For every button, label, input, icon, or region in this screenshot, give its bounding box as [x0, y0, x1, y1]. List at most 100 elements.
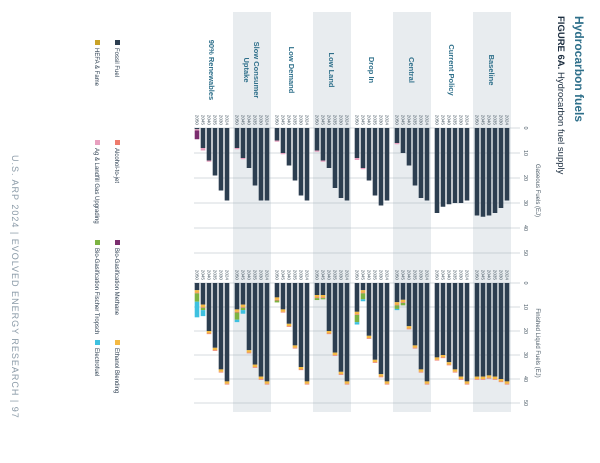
bar-segment-alcohol	[366, 338, 372, 339]
bar-segment-electrofuel	[200, 310, 206, 317]
legend-swatch-ethanol	[115, 340, 120, 345]
bar-segment-fossil	[274, 283, 280, 298]
year-label: 2040	[486, 270, 491, 281]
bar-segment-electrofuel	[234, 319, 240, 323]
year-label: 2045	[280, 270, 285, 281]
bar-segment-bio_ft	[354, 314, 360, 323]
bar-segment-fossil	[452, 283, 458, 370]
year-label: 2024	[464, 115, 469, 126]
bar-segment-fossil	[264, 283, 270, 382]
year-label: 2035	[452, 270, 457, 281]
bar-segment-ag_landfill	[200, 148, 206, 151]
bar-segment-ethanol	[446, 362, 452, 365]
bar-segment-alcohol	[338, 374, 344, 375]
bar-segment-fossil	[354, 128, 360, 158]
legend-swatch-ag_landfill	[95, 140, 100, 145]
bar-segment-fossil	[498, 128, 504, 208]
bar-segment-ag_landfill	[360, 168, 366, 170]
year-label: 2024	[424, 270, 429, 281]
bar-segment-bio_ft	[394, 305, 400, 309]
bar-segment-fossil	[354, 283, 360, 312]
bar-segment-fossil	[258, 128, 264, 201]
year-label: 2030	[458, 270, 463, 281]
year-label: 2050	[474, 115, 479, 126]
bar-segment-ethanol	[264, 381, 270, 384]
legend-label: Alcohol-to-jet	[113, 148, 119, 183]
bar-segment-fossil	[240, 128, 246, 158]
bar-segment-fossil	[412, 283, 418, 346]
year-label: 2030	[498, 270, 503, 281]
tick-label: 0	[522, 126, 528, 129]
year-label: 2050	[394, 270, 399, 281]
bar-segment-ethanol	[378, 374, 384, 377]
bar-segment-ethanol	[212, 347, 218, 351]
bar-segment-ethanol	[372, 359, 378, 363]
bar-segment-ethanol	[280, 309, 286, 312]
year-label: 2024	[384, 115, 389, 126]
legend-label: Ag & Landfill Gas Upgrading	[93, 148, 99, 224]
year-label: 2035	[212, 115, 217, 126]
bar-segment-fossil	[504, 283, 510, 382]
bar-segment-fossil	[424, 283, 430, 382]
year-label: 2030	[258, 115, 263, 126]
bar-segment-alcohol	[286, 326, 292, 327]
year-label: 2030	[378, 270, 383, 281]
year-label: 2035	[412, 115, 417, 126]
bar-segment-fossil	[298, 128, 304, 196]
year-label: 2030	[298, 115, 303, 126]
bar-segment-fossil	[394, 128, 400, 143]
year-label: 2040	[446, 115, 451, 126]
bar-segment-alcohol	[344, 383, 350, 385]
year-label: 2035	[412, 270, 417, 281]
bar-segment-ethanol	[304, 381, 310, 384]
bar-segment-ethanol	[480, 376, 486, 380]
bar-segment-ethanol	[234, 309, 240, 312]
year-label: 2030	[498, 115, 503, 126]
bar-segment-alcohol	[486, 377, 492, 379]
legend-label: HEFA & Fame	[93, 48, 99, 87]
bar-segment-ag_landfill	[274, 140, 280, 142]
year-label: 2045	[240, 270, 245, 281]
year-label: 2035	[372, 115, 377, 126]
year-label: 2024	[264, 115, 269, 126]
bar-segment-ethanol	[274, 297, 280, 300]
year-label: 2050	[194, 270, 199, 281]
tick-label: 50	[522, 250, 528, 256]
bar-segment-alcohol	[298, 369, 304, 371]
bar-segment-fossil	[440, 128, 446, 207]
legend-label: Electrofuel	[93, 348, 99, 376]
year-label: 2050	[234, 270, 239, 281]
bar-segment-bio_ft	[400, 302, 406, 306]
bar-segment-ag_landfill	[206, 160, 212, 162]
year-label: 2030	[258, 270, 263, 281]
bar-segment-fossil	[504, 128, 510, 201]
bar-segment-alcohol	[384, 383, 390, 385]
bar-segment-fossil	[464, 283, 470, 382]
bar-segment-fossil	[338, 128, 344, 198]
bar-segment-ag_landfill	[394, 143, 400, 145]
year-label: 2030	[338, 270, 343, 281]
scenario-label: Baseline	[487, 55, 496, 86]
year-label: 2040	[326, 115, 331, 126]
bar-segment-fossil	[218, 128, 224, 191]
bar-segment-fossil	[464, 128, 470, 201]
legend-swatch-electrofuel	[95, 340, 100, 345]
legend-swatch-bio_ft	[95, 240, 100, 245]
scenario-label: Uptake	[242, 57, 251, 82]
year-label: 2040	[366, 270, 371, 281]
tick-label: 10	[522, 150, 528, 156]
bar-segment-fossil	[360, 128, 366, 168]
tick-label: 30	[522, 352, 528, 358]
year-label: 2040	[326, 270, 331, 281]
bar-segment-alcohol	[354, 314, 360, 315]
bar-segment-fossil	[474, 128, 480, 216]
bar-segment-fossil	[418, 283, 424, 370]
bar-segment-bio_ft	[200, 307, 206, 311]
tick-label: 20	[522, 175, 528, 181]
bar-segment-alcohol	[452, 371, 458, 373]
bar-segment-alcohol	[440, 357, 446, 359]
bar-segment-fossil	[366, 128, 372, 181]
bar-segment-fossil	[338, 283, 344, 372]
bar-segment-alcohol	[224, 383, 230, 385]
